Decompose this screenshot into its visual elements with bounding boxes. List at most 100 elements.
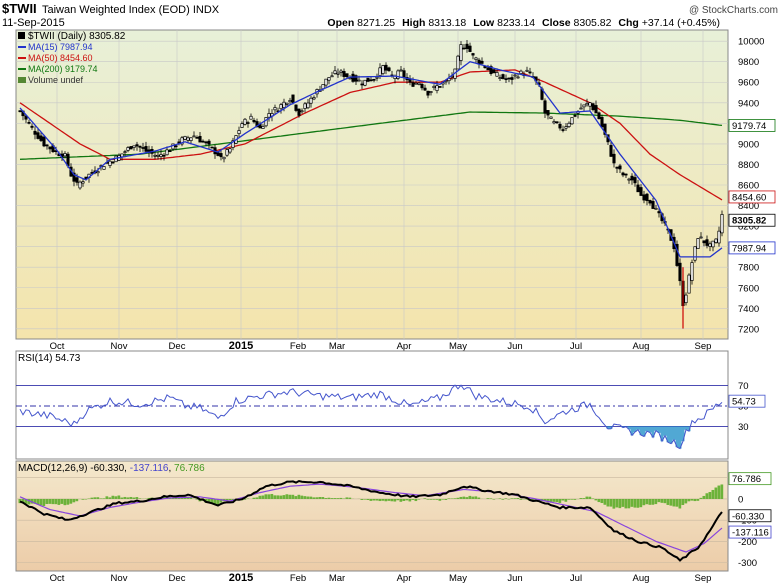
candle [429,91,433,96]
macd-hist-bar [636,498,640,508]
ma15-line [19,60,723,258]
macd-hist-bar [681,498,685,506]
price-last-value: 9179.74 [732,121,766,132]
chart-header: $TWII Taiwan Weighted Index (EOD) INDX 1… [2,1,778,29]
candle [633,173,637,187]
macd-hist-bar [360,498,364,500]
symbol-title: $TWII [2,1,37,16]
macd-hist-bar [429,498,433,500]
macd-hist-bar [252,497,256,499]
month-label: Aug [633,341,650,352]
candle [705,235,709,249]
month-label: Jul [570,341,582,352]
macd-hist-bar [297,494,301,499]
candle [546,110,550,120]
macd-hist-bar [465,497,469,499]
macd-hist-bar [33,498,37,504]
macd-hist-bar [123,496,127,499]
candle [249,113,253,120]
candle [654,204,658,210]
price-tick-label: 8200 [738,222,759,233]
candle [510,74,514,85]
price-tick-label: 7400 [738,304,759,315]
macd-hist-bar [393,498,397,502]
macd-hist-bar [462,496,466,499]
macd-line [19,479,723,562]
price-legend: $TWII (Daily) 8305.82 MA(15) 7987.94 MA(… [18,31,126,85]
macd-hist-bar [312,497,316,499]
candle [696,237,700,249]
macd-hist-bar [270,493,274,499]
candle [39,132,43,142]
candle [279,103,283,114]
macd-hist-bar [498,498,502,499]
macd-hist-bar [396,498,400,501]
macd-hist-bar [69,498,73,504]
macd-hist-bar [630,498,634,507]
macd-hist-bar [318,497,322,499]
macd-hist-bar [474,496,478,499]
candle [288,97,292,105]
candle [414,81,418,85]
macd-tick-label: -200 [738,537,757,548]
macd-hist-bar [543,498,547,502]
candle [375,73,379,82]
candle [543,98,547,118]
legend-price: $TWII (Daily) 8305.82 [28,31,126,42]
macd-hist-bar [558,498,562,503]
macd-hist-bar [594,498,598,501]
candle [513,74,517,80]
candle [420,82,424,91]
macd-hist-bar [579,498,583,499]
candle [384,62,388,75]
candle [468,42,472,53]
macd-hist-bar [306,496,310,499]
candle [717,226,721,247]
macd-hist-bar [660,498,664,503]
candle [621,171,625,178]
rsi-tick-label: 70 [738,381,749,392]
candle [267,108,271,122]
macd-hist-bar [447,498,451,499]
candle [228,148,232,155]
macd-hist-bar [501,498,505,500]
macd-hist-bar [336,498,340,499]
candle [261,124,265,129]
candle [48,146,52,154]
candle [462,43,466,50]
ma50-line [19,69,723,201]
candle [714,238,718,244]
macd-hist-bar [621,498,625,507]
macd-hist-bar [648,498,652,505]
chart-date: 11-Sep-2015 [2,17,65,29]
macd-hist-bar [549,498,553,502]
month-label: Apr [397,341,412,352]
month-label: May [449,341,467,352]
macd-hist-bar [519,498,523,500]
macd-hist-bar [96,497,100,499]
price-last-value: 8305.82 [732,216,766,227]
candle [81,178,85,187]
candle [636,179,640,193]
macd-hist-bar [261,495,265,499]
candle [630,173,634,185]
macd-hist-bar [243,498,247,500]
macd-axis: -300-200-100010076.786-60.330-137.116 [728,472,772,569]
candle [363,79,367,87]
candle [153,150,157,160]
macd-hist-bar [525,498,529,500]
candle [507,77,511,83]
macd-hist-bar [438,498,442,501]
candle [447,73,451,85]
macd-hist-bar [42,498,46,506]
candle [597,111,601,120]
macd-hist-bar [657,498,661,503]
macd-tick-label: 0 [738,494,743,505]
price-tick-label: 8600 [738,181,759,192]
macd-hist-bar [333,498,337,499]
candle [252,117,256,124]
macd-hist-bar [48,498,52,504]
month-label-bottom: 2015 [229,572,253,584]
candle [642,190,646,204]
candle [306,98,310,110]
